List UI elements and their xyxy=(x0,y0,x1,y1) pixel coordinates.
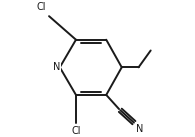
Text: Cl: Cl xyxy=(71,126,81,136)
Text: Cl: Cl xyxy=(37,2,46,12)
Text: N: N xyxy=(136,124,144,134)
Text: N: N xyxy=(53,62,60,72)
